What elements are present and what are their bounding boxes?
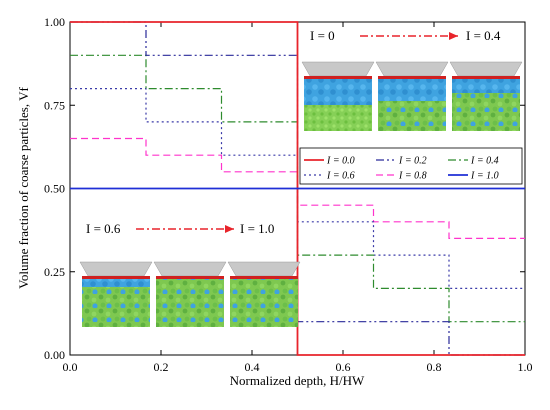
particle-image — [79, 261, 153, 327]
legend: I = 0.0 I = 0.2 I = 0.4 I = 0.6 I = 0.8 I = 1… — [299, 147, 523, 185]
y-axis-title: Volume fraction of coarse particles, Vf — [16, 86, 31, 288]
annotation-bottom: I = 0.6 I = 1.0 — [86, 221, 274, 236]
x-tick-label: 0.4 — [245, 360, 260, 374]
y-tick-label: 0.75 — [44, 98, 65, 112]
x-tick-label: 0.6 — [336, 360, 351, 374]
legend-label: I = 0.8 — [398, 171, 427, 182]
legend-box — [299, 147, 523, 185]
legend-label: I = 0.6 — [326, 171, 355, 182]
series-line — [70, 87, 525, 289]
inset-images-top — [301, 61, 523, 131]
x-axis-title: Normalized depth, H/HW — [230, 373, 365, 388]
legend-label: I = 0.2 — [398, 156, 427, 167]
y-tick-label: 1.00 — [44, 15, 65, 29]
annotation-top: I = 0 I = 0.4 — [310, 28, 501, 43]
particle-image — [227, 261, 301, 327]
x-tick-label: 0.2 — [154, 360, 169, 374]
annotation-from: I = 0.6 — [86, 221, 121, 236]
legend-label: I = 1.0 — [470, 171, 499, 182]
annotation-from: I = 0 — [310, 28, 335, 43]
annotation-to: I = 0.4 — [466, 28, 501, 43]
series-line — [70, 54, 525, 323]
legend-label: I = 0.4 — [470, 156, 499, 167]
x-tick-label: 0.8 — [427, 360, 442, 374]
particle-image — [153, 261, 227, 327]
annotation-to: I = 1.0 — [240, 221, 274, 236]
legend-label: I = 0.0 — [326, 156, 355, 167]
y-tick-label: 0.00 — [44, 348, 65, 362]
particle-image — [301, 61, 375, 131]
x-tick-label: 0.0 — [63, 360, 78, 374]
inset-images-bottom — [79, 261, 301, 327]
particle-image — [375, 61, 449, 131]
y-tick-label: 0.50 — [44, 182, 65, 196]
particle-image — [449, 61, 523, 131]
y-tick-label: 0.25 — [44, 265, 65, 279]
x-tick-label: 1.0 — [518, 360, 533, 374]
